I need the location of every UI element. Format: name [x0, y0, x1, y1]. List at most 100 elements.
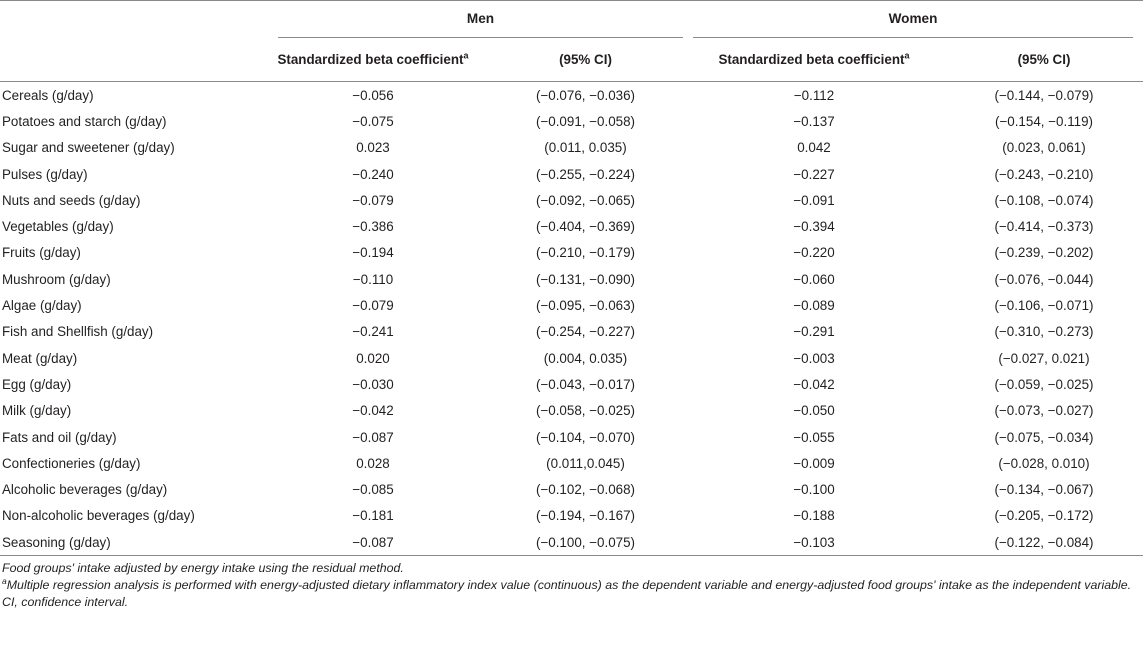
men-ci-value: (−0.194, −0.167)	[535, 508, 636, 524]
men-beta-value: −0.042	[352, 403, 394, 419]
women-ci-value: (−0.205, −0.172)	[994, 508, 1094, 524]
men-beta-value: −0.085	[352, 482, 394, 498]
women-beta-value: −0.091	[793, 192, 835, 208]
women-beta-value: −0.220	[793, 245, 835, 261]
note-regression-sup: a	[2, 576, 7, 587]
women-beta-value: −0.394	[793, 219, 835, 235]
table-body: Cereals (g/day) −0.056 (−0.076, −0.036) −0.…	[0, 82, 1143, 557]
table-row: Meat (g/day) 0.020 (0.004, 0.035) −0.003 (−0…	[0, 345, 1143, 371]
table-row: Nuts and seeds (g/day) −0.079 (−0.092, −0.…	[0, 187, 1143, 213]
table-row: Egg (g/day) −0.030 (−0.043, −0.017) −0.042 (…	[0, 371, 1143, 397]
women-ci-value: (−0.243, −0.210)	[994, 166, 1094, 182]
note-regression-text: Multiple regression analysis is performe…	[6, 578, 1132, 593]
men-ci-value: (−0.043, −0.017)	[535, 376, 636, 392]
men-ci-value: (−0.095, −0.063)	[535, 298, 636, 314]
header-men-ci: (95% CI)	[488, 38, 683, 82]
food-label: Non-alcoholic beverages (g/day)	[2, 508, 195, 524]
women-ci-value: (−0.134, −0.067)	[994, 482, 1094, 498]
men-beta-value: −0.110	[352, 271, 394, 287]
women-ci-value: (−0.106, −0.071)	[994, 298, 1094, 314]
women-ci-value: (−0.122, −0.084)	[945, 529, 1143, 557]
header-men-beta-label: Standardized beta coefficient	[277, 52, 464, 67]
note-ci: CI, confidence interval.	[2, 595, 129, 610]
women-beta-value: 0.042	[797, 140, 831, 156]
men-ci-value: (−0.404, −0.369)	[535, 219, 636, 235]
food-label: Confectioneries (g/day)	[2, 455, 141, 471]
women-ci-value: (−0.028, 0.010)	[998, 455, 1090, 471]
table-row: Vegetables (g/day) −0.386 (−0.404, −0.369)…	[0, 213, 1143, 239]
men-beta-value: −0.075	[352, 113, 394, 129]
women-beta-value: −0.137	[793, 113, 835, 129]
food-label: Milk (g/day)	[2, 403, 72, 419]
table-row: Pulses (g/day) −0.240 (−0.255, −0.224) −0.2…	[0, 161, 1143, 187]
header-women-ci-label: (95% CI)	[1017, 52, 1071, 67]
table-row: Fats and oil (g/day) −0.087 (−0.104, −0.07…	[0, 424, 1143, 450]
men-beta-value: −0.386	[352, 219, 394, 235]
food-label: Vegetables (g/day)	[2, 219, 114, 235]
women-beta-value: −0.060	[793, 271, 835, 287]
table-row: Milk (g/day) −0.042 (−0.058, −0.025) −0.050…	[0, 398, 1143, 424]
women-beta-value: −0.291	[793, 324, 835, 340]
women-ci-value: (−0.059, −0.025)	[994, 376, 1094, 392]
women-beta-value: −0.103	[683, 529, 945, 557]
header-women-beta: Standardized beta coefficienta	[683, 38, 945, 82]
women-beta-value: −0.055	[793, 429, 835, 445]
men-ci-value: (−0.104, −0.070)	[535, 429, 636, 445]
men-beta-value: −0.087	[352, 429, 394, 445]
table-row: Non-alcoholic beverages (g/day) −0.181 (−0…	[0, 503, 1143, 529]
women-ci-value: (−0.073, −0.027)	[994, 403, 1094, 419]
header-sub-row: Standardized beta coefficienta (95% CI) …	[0, 38, 1143, 82]
women-ci-value: (0.023, 0.061)	[1002, 140, 1086, 156]
men-ci-value: (0.011, 0.035)	[544, 140, 627, 156]
women-ci-value: (−0.108, −0.074)	[994, 192, 1094, 208]
header-men-beta: Standardized beta coefficienta	[258, 38, 488, 82]
header-men-cell: Men	[258, 0, 683, 38]
header-men: Men	[278, 1, 683, 38]
men-ci-value: (0.011,0.045)	[546, 455, 625, 471]
men-ci-value: (−0.131, −0.090)	[535, 271, 636, 287]
food-label: Fruits (g/day)	[2, 245, 81, 261]
men-ci-value: (−0.091, −0.058)	[535, 113, 636, 129]
header-group-row: Men Women	[0, 0, 1143, 38]
header-women-cell: Women	[683, 0, 1143, 38]
header-food-blank	[0, 38, 258, 82]
food-label: Mushroom (g/day)	[2, 271, 111, 287]
header-men-ci-label: (95% CI)	[559, 52, 612, 67]
header-blank	[0, 0, 258, 38]
women-beta-value: −0.188	[793, 508, 835, 524]
women-beta-value: −0.112	[793, 87, 835, 103]
food-label: Fats and oil (g/day)	[2, 429, 117, 445]
food-label: Egg (g/day)	[2, 376, 72, 392]
table-header: Men Women Standardized beta coefficienta…	[0, 0, 1143, 82]
women-ci-value: (−0.239, −0.202)	[994, 245, 1094, 261]
table-row: Seasoning (g/day) −0.087 (−0.100, −0.075) −…	[0, 529, 1143, 557]
women-ci-value: (−0.414, −0.373)	[994, 219, 1094, 235]
women-beta-value: −0.050	[793, 403, 835, 419]
food-label: Nuts and seeds (g/day)	[2, 192, 141, 208]
women-ci-value: (−0.027, 0.021)	[998, 350, 1090, 366]
table-row: Fish and Shellfish (g/day) −0.241 (−0.254,…	[0, 319, 1143, 345]
note-residual: Food groups' intake adjusted by energy i…	[2, 561, 404, 576]
women-beta-value: −0.042	[793, 376, 835, 392]
men-beta-value: −0.079	[352, 192, 394, 208]
table-notes: Food groups' intake adjusted by energy i…	[0, 556, 1143, 611]
table-row: Confectioneries (g/day) 0.028 (0.011,0.045…	[0, 450, 1143, 476]
men-beta-value: −0.240	[352, 166, 394, 182]
food-label: Potatoes and starch (g/day)	[2, 113, 167, 129]
table-row: Fruits (g/day) −0.194 (−0.210, −0.179) −0.2…	[0, 240, 1143, 266]
table-row: Mushroom (g/day) −0.110 (−0.131, −0.090) −0…	[0, 266, 1143, 292]
men-beta-value: 0.028	[356, 455, 390, 471]
table-row: Algae (g/day) −0.079 (−0.095, −0.063) −0.08…	[0, 292, 1143, 318]
men-ci-value: (−0.255, −0.224)	[535, 166, 636, 182]
table-row: Cereals (g/day) −0.056 (−0.076, −0.036) −0.…	[0, 82, 1143, 109]
food-label: Seasoning (g/day)	[0, 529, 258, 557]
men-ci-value: (−0.102, −0.068)	[535, 482, 636, 498]
food-label: Fish and Shellfish (g/day)	[2, 324, 154, 340]
men-beta-value: −0.087	[258, 529, 488, 557]
men-ci-value: (−0.210, −0.179)	[535, 245, 636, 261]
men-beta-value: −0.194	[352, 245, 394, 261]
men-beta-value: −0.079	[352, 298, 394, 314]
food-label: Alcoholic beverages (g/day)	[2, 482, 168, 498]
men-ci-value: (0.004, 0.035)	[543, 350, 628, 366]
women-ci-value: (−0.144, −0.079)	[994, 87, 1094, 103]
